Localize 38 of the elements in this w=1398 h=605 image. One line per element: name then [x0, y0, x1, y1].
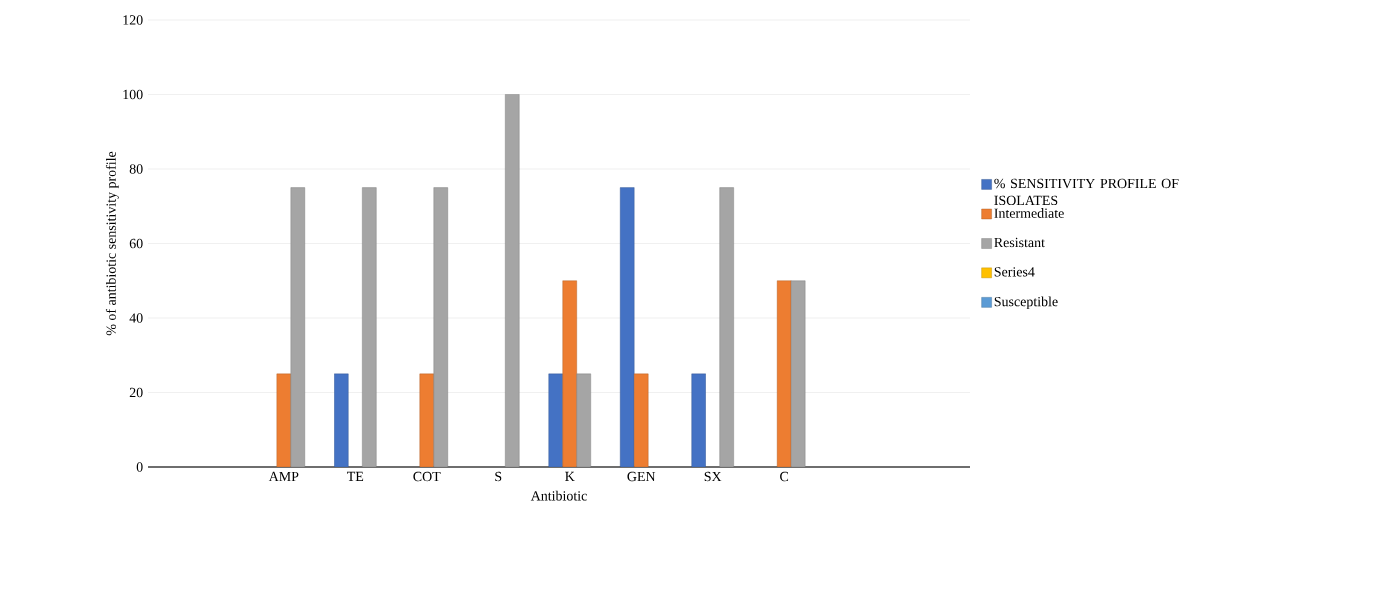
x-tick-label: GEN — [627, 471, 656, 482]
legend-label: Series4 — [994, 267, 1035, 277]
x-tick-label: TE — [347, 471, 364, 481]
y-axis-title: % of antibiotic sensitivity profile — [105, 151, 119, 336]
bar — [433, 187, 448, 467]
x-tick-label: SX — [704, 471, 722, 482]
x-tick-label: S — [495, 471, 502, 482]
x-tick-label: C — [780, 471, 789, 482]
y-tick-label: 60 — [129, 238, 143, 249]
bar — [505, 94, 520, 467]
bar — [691, 373, 706, 467]
bar — [362, 187, 377, 467]
legend-label: % SENSITIVITY PROFILE OF ISOLATES — [994, 178, 1179, 206]
x-tick-label: COT — [413, 471, 441, 482]
bar — [634, 373, 649, 467]
bar — [290, 187, 306, 467]
x-tick-label: AMP — [268, 471, 299, 482]
y-tick-label: 120 — [123, 15, 143, 25]
bar — [790, 280, 806, 467]
y-tick-label: 80 — [129, 164, 143, 174]
legend-label: Susceptible — [994, 296, 1058, 310]
bar — [620, 187, 635, 467]
x-axis-title: Antibiotic — [530, 490, 587, 501]
bar — [776, 280, 792, 467]
bar — [419, 373, 434, 467]
legend-label: Intermediate — [994, 208, 1064, 218]
y-tick-label: 20 — [129, 387, 143, 398]
y-tick-label: 0 — [136, 462, 143, 472]
bar — [562, 280, 577, 467]
x-tick-label: K — [565, 471, 575, 481]
legend-label: Resistant — [994, 237, 1045, 248]
y-tick-label: 40 — [129, 313, 143, 323]
bar — [276, 373, 292, 467]
bar — [576, 373, 591, 467]
bar — [334, 373, 349, 467]
y-tick-label: 100 — [123, 89, 143, 100]
bar — [719, 187, 734, 467]
bar — [548, 373, 563, 467]
